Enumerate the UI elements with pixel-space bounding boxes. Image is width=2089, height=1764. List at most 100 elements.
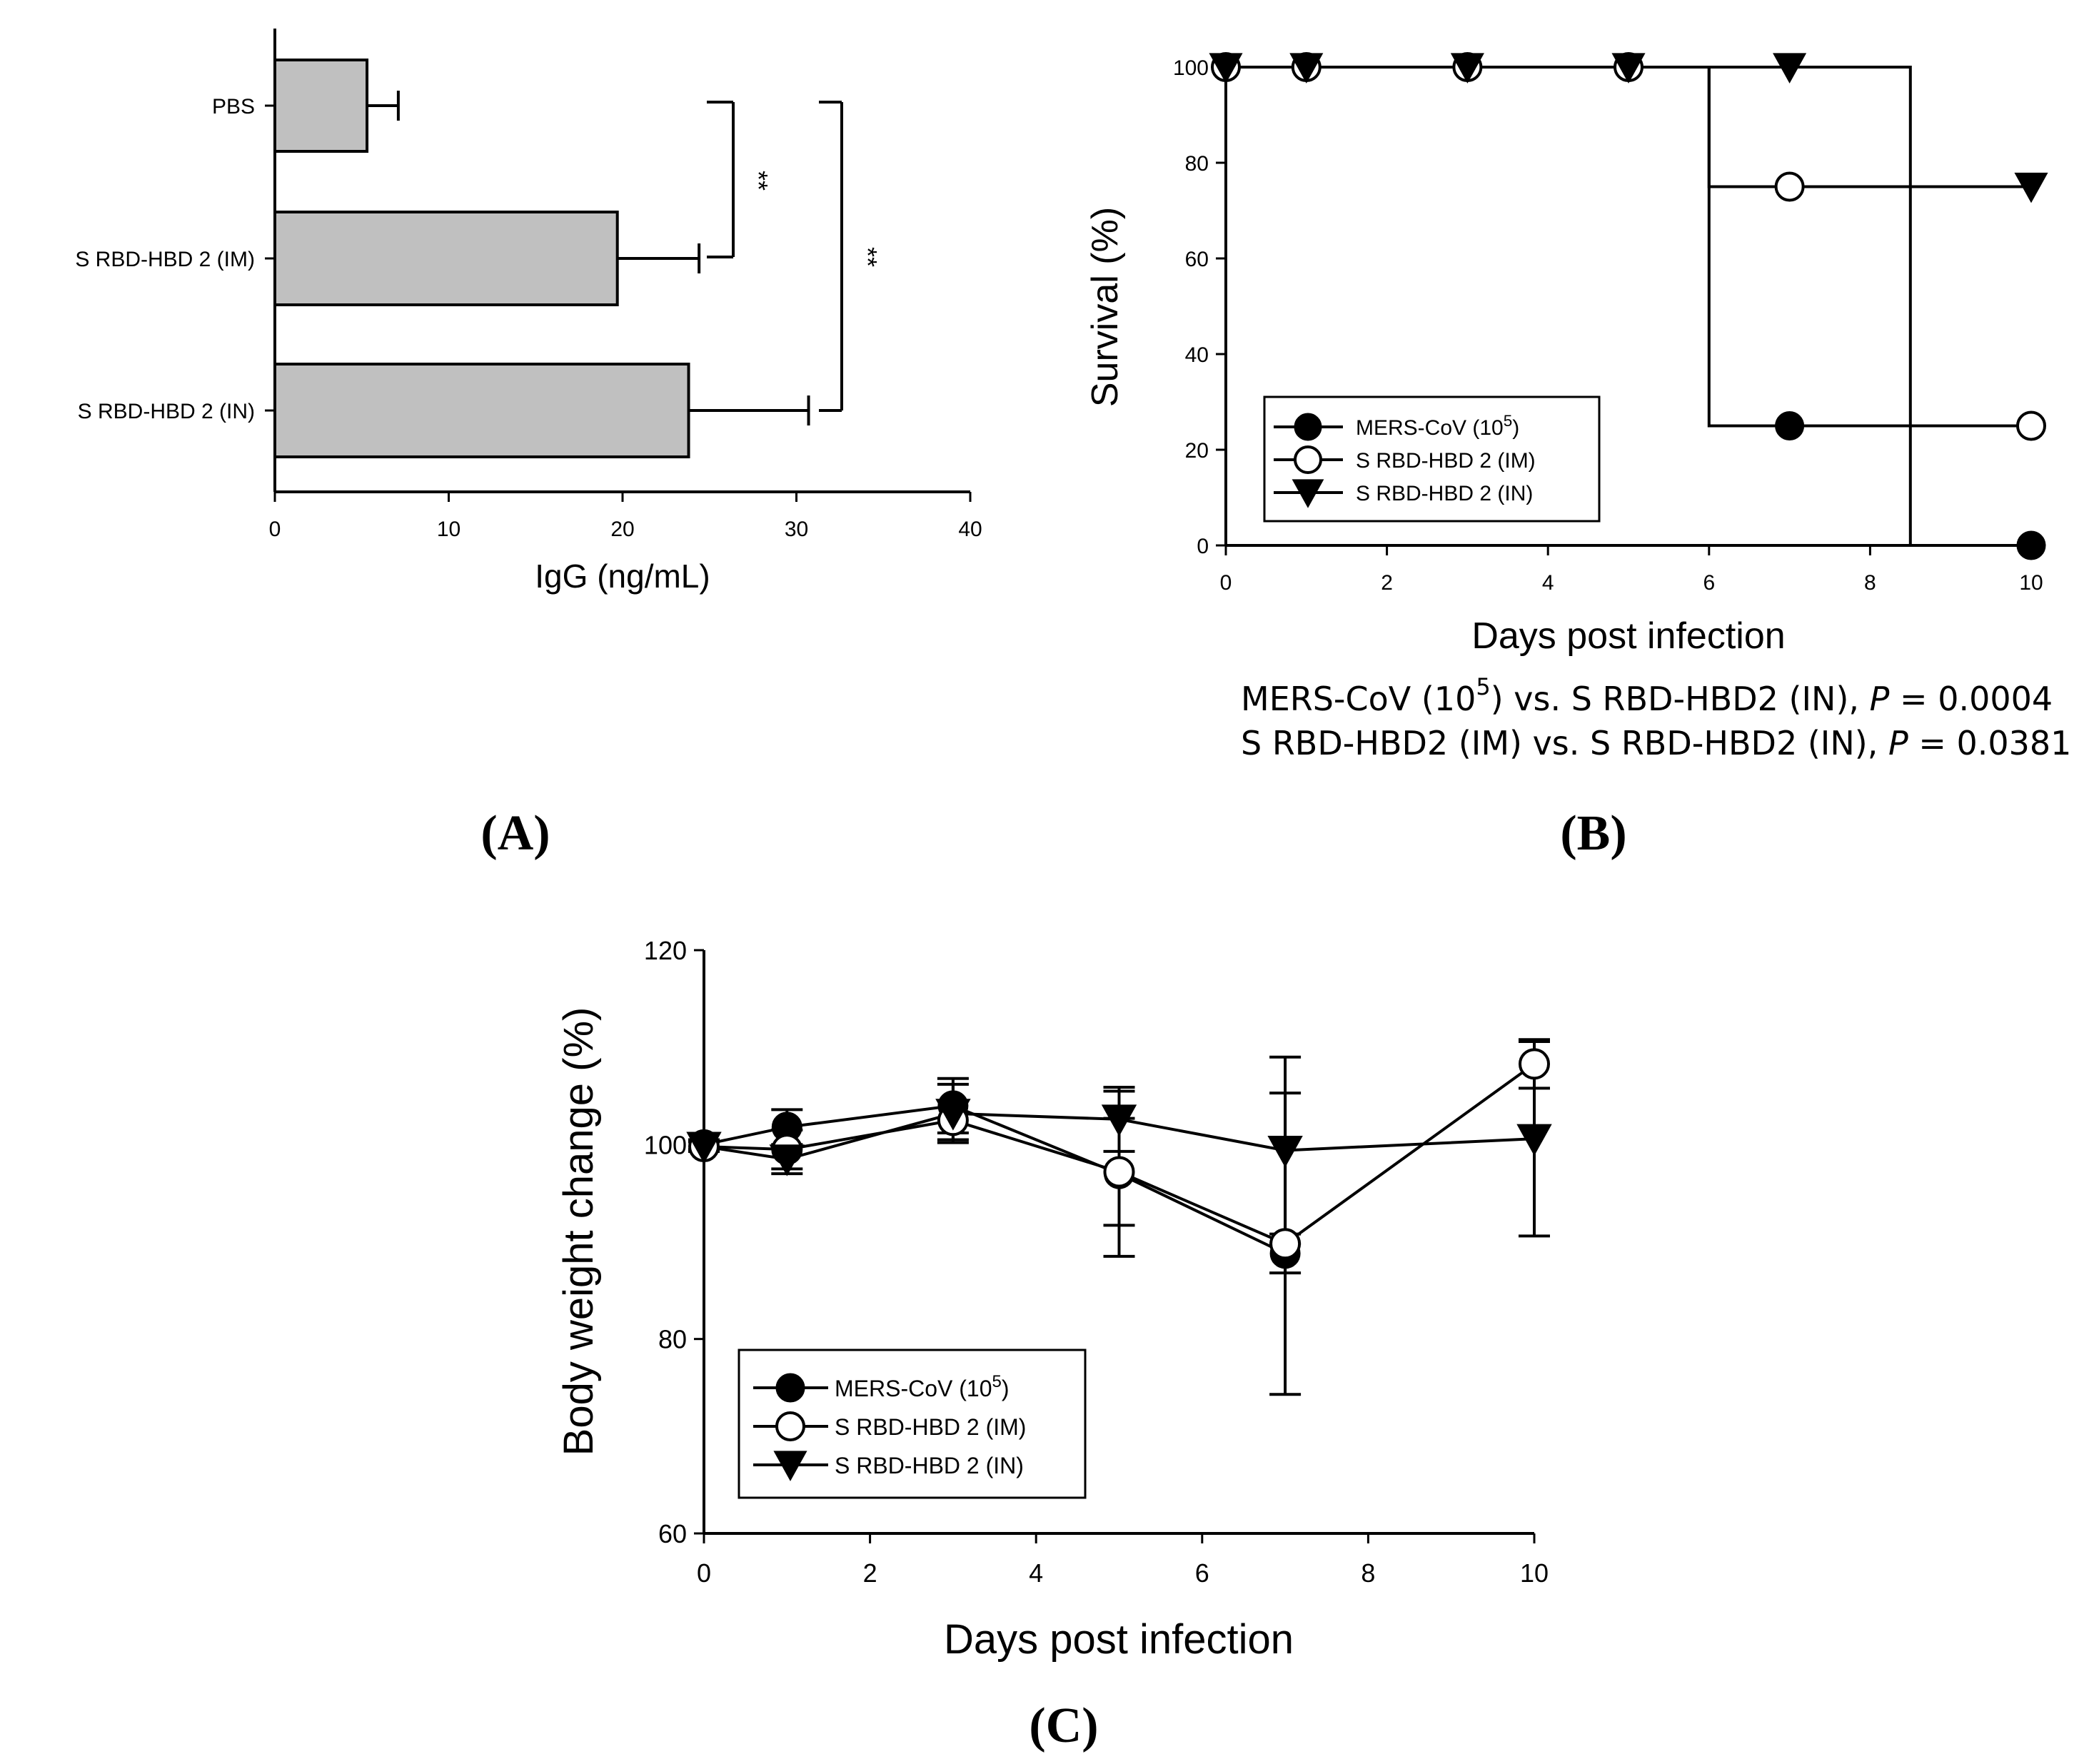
b-series-step-line (1226, 66, 2031, 188)
b-data-point (2014, 172, 2048, 203)
b-data-point (1611, 53, 1646, 84)
b-legend-label: MERS-CoV (105) (1356, 412, 1519, 440)
b-legend-label-name: MERS-CoV (10 (1356, 416, 1504, 440)
c-data-point (1516, 1124, 1552, 1156)
b-legend-label: S RBD-HBD 2 (IM) (1356, 449, 1536, 473)
b-data-point (1774, 171, 1805, 202)
b-legend-label-close: ) (1512, 416, 1519, 440)
c-series-line (703, 1112, 1535, 1161)
a-x-tick-label: 40 (958, 518, 982, 541)
b-stat-pre: MERS-CoV (10 (1241, 680, 1476, 718)
b-stat-mid: ) vs. S RBD-HBD2 (IN), (1491, 680, 1870, 718)
b-legend-label-name: S RBD-HBD 2 (IN) (1356, 482, 1533, 505)
a-bar (273, 59, 369, 153)
c-x-tick-label: 2 (863, 1558, 877, 1588)
a-category-label: S RBD-HBD 2 (IN) (78, 400, 255, 423)
c-data-point (769, 1144, 805, 1176)
b-legend-label: S RBD-HBD 2 (IN) (1356, 482, 1533, 505)
panel-label-c: (C) (1029, 1698, 1098, 1753)
c-legend-label: MERS-CoV (105) (835, 1372, 1010, 1401)
c-y-axis-title: Body weight change (%) (555, 1007, 602, 1456)
b-x-tick-label: 10 (2019, 571, 2043, 595)
b-x-tick-label: 8 (1864, 571, 1876, 595)
b-data-point (1209, 53, 1243, 84)
a-x-tick-label: 20 (610, 518, 634, 541)
b-data-point (2016, 410, 2046, 441)
b-y-tick-label: 20 (1185, 439, 1209, 463)
b-stat-line: S RBD-HBD2 (IM) vs. S RBD-HBD2 (IN), P =… (1241, 724, 2071, 762)
c-legend-label: S RBD-HBD 2 (IN) (835, 1453, 1024, 1478)
c-x-tick-label: 8 (1361, 1558, 1375, 1588)
b-legend-label-sup: 5 (1504, 412, 1513, 430)
b-data-point (1775, 411, 1805, 440)
a-category-label: PBS (212, 95, 255, 119)
c-y-tick-label: 80 (658, 1325, 687, 1354)
b-legend-marker (1294, 445, 1322, 474)
c-data-point (1267, 1135, 1303, 1168)
c-x-axis-title: Days post infection (944, 1616, 1294, 1663)
b-y-tick-label: 100 (1173, 56, 1209, 80)
a-x-tick-label: 30 (785, 518, 808, 541)
b-data-point (1450, 53, 1484, 84)
panel-a-bar-chart: 0 10 20 30 40 PBS S RBD-HBD 2 (IM) S RBD-HBD 2 … (75, 29, 982, 595)
b-x-tick-label: 6 (1703, 571, 1715, 595)
b-stat-p: P (1870, 680, 1890, 718)
b-legend-marker (1294, 413, 1322, 441)
b-data-point (2016, 530, 2046, 560)
c-y-tick-label: 100 (644, 1130, 687, 1159)
c-legend-label-name: S RBD-HBD 2 (IN) (835, 1453, 1024, 1478)
b-stat-value: = 0.0381 (1908, 724, 2072, 762)
c-legend-marker (773, 1451, 807, 1481)
b-y-tick-label: 80 (1185, 152, 1209, 176)
c-legend-label-name: S RBD-HBD 2 (IM) (835, 1414, 1026, 1440)
panel-c-weight-chart: 60 80 100 120 0 2 4 6 8 10 MERS-CoV (105) S RBD-HBD… (555, 936, 1552, 1663)
b-x-tick-label: 0 (1220, 571, 1232, 595)
c-legend-label-close: ) (1002, 1376, 1010, 1401)
a-bar (273, 211, 619, 306)
b-y-tick-label: 60 (1185, 248, 1209, 271)
a-significance-1: ** (744, 171, 773, 191)
c-y-tick-label: 60 (658, 1519, 687, 1548)
a-bar (273, 363, 690, 458)
b-legend-marker (1292, 479, 1324, 508)
c-data-point (686, 1132, 722, 1164)
c-legend-label-name: MERS-CoV (10 (835, 1376, 992, 1401)
b-x-tick-label: 4 (1542, 571, 1554, 595)
c-y-tick-label: 120 (644, 936, 687, 965)
b-data-point (1773, 53, 1807, 84)
b-stat-sup: 5 (1476, 673, 1490, 700)
a-category-label: S RBD-HBD 2 (IM) (75, 248, 255, 271)
a-significance-2: ** (853, 247, 882, 267)
c-legend-label-sup: 5 (992, 1372, 1002, 1391)
c-x-tick-label: 4 (1029, 1558, 1043, 1588)
c-data-point (1101, 1104, 1137, 1136)
b-y-tick-label: 40 (1185, 343, 1209, 367)
c-legend-marker (775, 1373, 805, 1403)
c-data-point (1103, 1156, 1135, 1188)
b-y-tick-label: 0 (1197, 535, 1209, 558)
b-stat-pre: S RBD-HBD2 (IM) vs. S RBD-HBD2 (IN), (1241, 724, 1888, 762)
c-data-point (1269, 1228, 1302, 1260)
c-data-point (935, 1099, 971, 1131)
b-y-axis-title: Survival (%) (1084, 207, 1126, 407)
c-x-tick-label: 6 (1195, 1558, 1209, 1588)
b-data-point (1289, 53, 1324, 84)
b-x-tick-label: 2 (1381, 571, 1393, 595)
c-x-tick-label: 0 (697, 1558, 711, 1588)
b-stat-p: P (1888, 724, 1908, 762)
b-stat-value: = 0.0004 (1889, 680, 2053, 718)
c-legend-label: S RBD-HBD 2 (IM) (835, 1414, 1026, 1440)
c-data-point (1519, 1048, 1550, 1080)
a-x-tick-label: 0 (269, 518, 281, 541)
b-x-axis-title: Days post infection (1471, 615, 1785, 657)
a-x-axis-title: IgG (ng/mL) (535, 558, 710, 595)
b-legend-label-name: S RBD-HBD 2 (IM) (1356, 449, 1536, 473)
panel-label-a: (A) (480, 806, 550, 861)
panel-label-b: (B) (1560, 806, 1626, 861)
c-legend-marker (775, 1411, 805, 1441)
c-x-tick-label: 10 (1520, 1558, 1549, 1588)
b-stat-line: MERS-CoV (105) vs. S RBD-HBD2 (IN), P = … (1241, 673, 2053, 718)
a-x-tick-label: 10 (437, 518, 460, 541)
